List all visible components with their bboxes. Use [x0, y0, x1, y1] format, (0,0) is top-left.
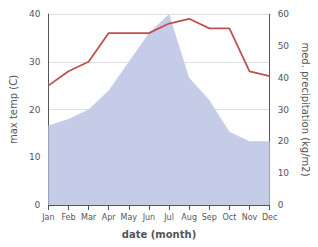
- svg-text:med. precipitation (kg/m2): med. precipitation (kg/m2): [300, 42, 311, 176]
- svg-text:max temp (C): max temp (C): [8, 75, 19, 144]
- svg-text:Aug: Aug: [181, 213, 197, 222]
- svg-text:20: 20: [278, 136, 290, 146]
- svg-text:date (month): date (month): [122, 229, 196, 240]
- svg-text:Apr: Apr: [102, 213, 117, 222]
- svg-text:20: 20: [29, 105, 41, 115]
- svg-text:Jan: Jan: [41, 213, 54, 222]
- svg-text:40: 40: [29, 9, 41, 19]
- svg-text:Oct: Oct: [222, 213, 236, 222]
- svg-text:10: 10: [29, 152, 41, 162]
- svg-text:10: 10: [278, 168, 290, 178]
- svg-text:Nov: Nov: [242, 213, 258, 222]
- svg-text:30: 30: [278, 105, 290, 115]
- svg-text:Dec: Dec: [262, 213, 277, 222]
- svg-text:Feb: Feb: [61, 213, 75, 222]
- svg-text:0: 0: [35, 200, 41, 210]
- svg-text:Jul: Jul: [163, 213, 174, 222]
- svg-text:50: 50: [278, 41, 290, 51]
- svg-text:40: 40: [278, 73, 290, 83]
- svg-text:Sep: Sep: [202, 213, 217, 222]
- svg-text:60: 60: [278, 9, 290, 19]
- svg-text:Mar: Mar: [81, 213, 97, 222]
- svg-text:Jun: Jun: [142, 213, 156, 222]
- svg-text:0: 0: [278, 200, 284, 210]
- svg-text:30: 30: [29, 57, 41, 67]
- svg-text:May: May: [121, 213, 138, 222]
